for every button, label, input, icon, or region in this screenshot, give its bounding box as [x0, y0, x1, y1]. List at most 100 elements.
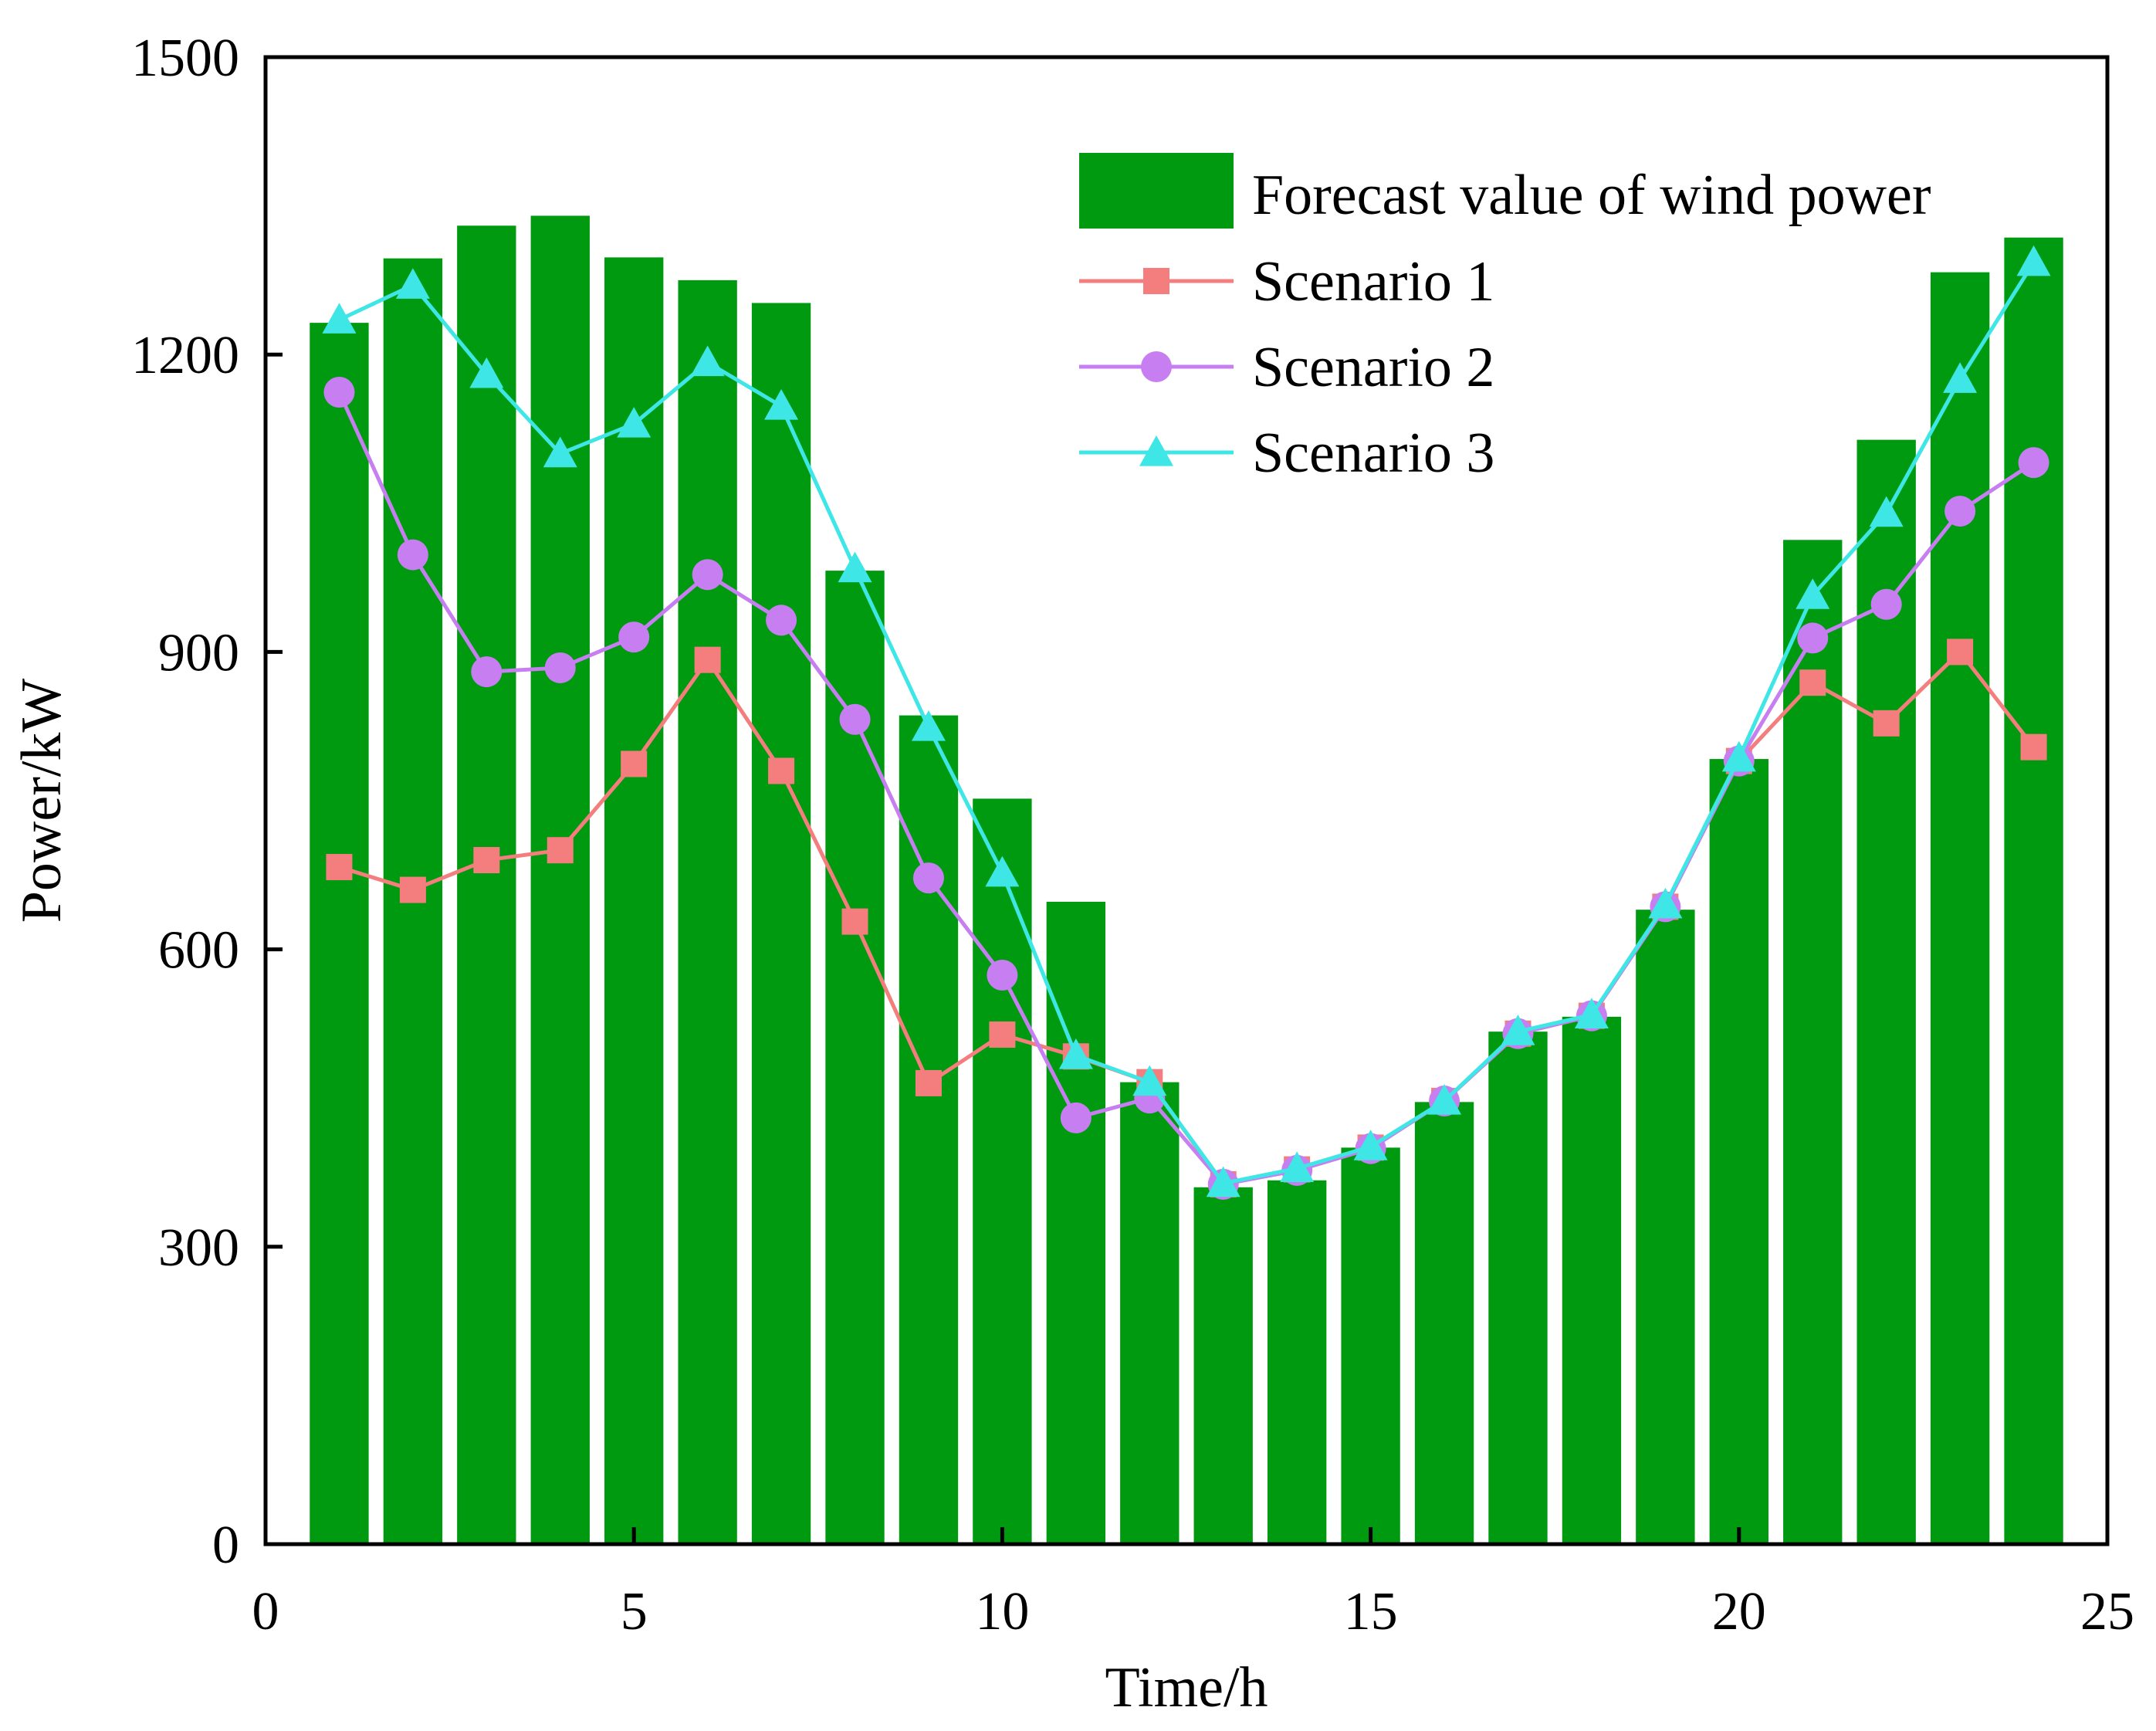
series-1-point-t10	[989, 1021, 1016, 1048]
series-2-point-t7	[766, 605, 797, 636]
series-3-point-t3	[469, 357, 504, 388]
bar-t1	[310, 323, 369, 1544]
plot-frame	[263, 55, 2110, 1546]
bar-t22	[1856, 439, 1916, 1544]
series-1-point-t6	[694, 646, 721, 673]
series-2-point-t4	[544, 652, 576, 683]
series-2-point-t9	[912, 862, 944, 894]
series-1-point-t7	[768, 757, 795, 784]
series-3-point-t5	[617, 407, 652, 438]
series-3-point-t23	[1943, 362, 1978, 393]
y-tick-label-1200: 1200	[131, 326, 239, 385]
series-3-point-t8	[838, 551, 872, 583]
y-tick-label-1500: 1500	[131, 29, 239, 88]
x-tick-label-15: 15	[1344, 1582, 1398, 1641]
bar-t13	[1193, 1187, 1253, 1544]
series-2-point-t5	[618, 622, 650, 653]
legend-label-series-3: Scenario 3	[1252, 422, 1494, 485]
series-3-point-t11	[1058, 1038, 1093, 1069]
x-tick-label-20: 20	[1712, 1582, 1766, 1641]
series-3	[322, 245, 2051, 1197]
series-1-point-t1	[326, 854, 353, 881]
legend-marker-series-1	[1143, 268, 1169, 294]
y-tick-label-900: 900	[158, 623, 239, 683]
series-1-point-t24	[2020, 733, 2047, 760]
series-1-point-t23	[1947, 639, 1974, 666]
series-3-point-t4	[543, 436, 577, 468]
series-2-point-t3	[471, 656, 503, 688]
bar-t14	[1267, 1180, 1327, 1544]
series-2-point-t1	[323, 376, 355, 408]
y-tick-label-600: 600	[158, 921, 239, 981]
series-3-point-t20	[1721, 740, 1756, 772]
bar-t19	[1636, 910, 1695, 1544]
series-2-point-t23	[1944, 496, 1976, 527]
bar-t21	[1783, 540, 1843, 1544]
series-1-point-t3	[473, 847, 500, 874]
bar-t11	[1046, 901, 1106, 1544]
bar-t24	[2004, 237, 2063, 1544]
bar-t9	[899, 715, 959, 1545]
series-3-point-t7	[764, 388, 799, 420]
series-2-point-t24	[2018, 447, 2049, 479]
series-2-point-t21	[1797, 622, 1829, 654]
bar-t5	[604, 257, 664, 1544]
lines-layer	[322, 245, 2051, 1200]
series-3-point-t17	[1501, 1015, 1535, 1045]
legend-item-series-3: Scenario 3	[1079, 422, 1494, 485]
y-tick-label-0: 0	[212, 1516, 239, 1575]
legend-swatch-bars	[1079, 153, 1234, 229]
y-axis-title: Power/kW	[10, 679, 73, 923]
x-tick-label-25: 25	[2080, 1582, 2134, 1641]
legend-label-series-2: Scenario 2	[1252, 336, 1494, 399]
series-3-point-t1	[322, 303, 357, 334]
legend-marker-series-2	[1141, 351, 1172, 382]
series-3-point-t12	[1132, 1065, 1167, 1096]
axes-layer: 0 5 10 15 20 25 0 300 600 900 1200 1500	[131, 29, 2134, 1641]
bar-t20	[1709, 759, 1768, 1544]
bar-t7	[751, 303, 811, 1544]
series-3-point-t21	[1796, 578, 1830, 609]
legend-label-series-1: Scenario 1	[1252, 250, 1494, 313]
series-1-point-t5	[621, 750, 648, 777]
series-1-line	[338, 649, 2036, 1187]
x-axis-title: Time/h	[1105, 1656, 1268, 1719]
series-3-point-t6	[690, 345, 725, 377]
series-3-point-t2	[395, 268, 430, 299]
series-1-point-t4	[547, 837, 574, 864]
bar-t18	[1562, 1016, 1622, 1544]
bar-t6	[678, 279, 737, 1544]
bar-t23	[1930, 272, 1990, 1545]
series-2-point-t10	[987, 959, 1018, 991]
series-2-point-t2	[397, 539, 428, 571]
series-2-point-t22	[1870, 588, 1902, 620]
series-3-point-t22	[1869, 496, 1904, 527]
bar-t10	[973, 798, 1032, 1544]
series-3-point-t18	[1574, 998, 1609, 1028]
bar-t12	[1120, 1082, 1180, 1544]
series-2-point-t11	[1060, 1102, 1092, 1133]
legend-marker-series-3	[1139, 435, 1173, 466]
series-1-point-t21	[1799, 669, 1826, 696]
x-tick-label-0: 0	[252, 1582, 279, 1641]
series-3-point-t24	[2016, 245, 2051, 276]
bar-t16	[1414, 1102, 1474, 1544]
series-1-point-t22	[1873, 710, 1900, 737]
series-3-point-t14	[1280, 1151, 1315, 1182]
bars-layer	[310, 215, 2063, 1545]
series-1-point-t9	[915, 1069, 942, 1096]
legend-item-series-2: Scenario 2	[1079, 336, 1494, 399]
series-1-point-t2	[399, 876, 426, 903]
series-3-line	[338, 261, 2036, 1186]
series-3-point-t10	[985, 855, 1020, 887]
legend-item-series-1: Scenario 1	[1079, 250, 1494, 313]
series-3-point-t9	[911, 710, 946, 741]
bar-t4	[530, 215, 590, 1545]
series-2-point-t8	[839, 703, 871, 735]
x-tick-label-5: 5	[621, 1582, 648, 1641]
legend-series-items: Scenario 1 Scenario 2 Scenario 3	[1079, 250, 1494, 485]
legend-label-bars: Forecast value of wind power	[1252, 164, 1931, 227]
bar-t17	[1488, 1031, 1548, 1544]
